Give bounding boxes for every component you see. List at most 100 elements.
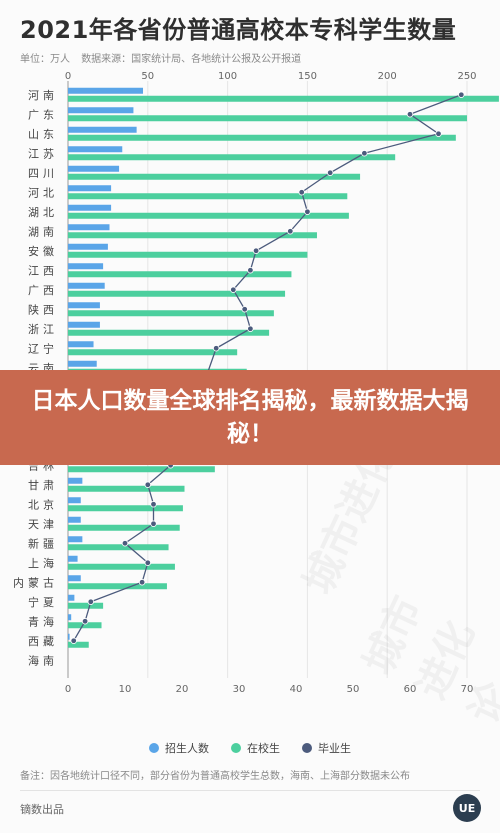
brand-label: 镝数出品 bbox=[20, 803, 64, 816]
current-bar bbox=[68, 271, 292, 278]
unit-label: 单位：万人 bbox=[20, 54, 70, 65]
graduate-point bbox=[150, 520, 157, 527]
enroll-bar bbox=[68, 555, 78, 562]
legend-item-enroll: 招生人数 bbox=[149, 740, 209, 756]
enroll-bar bbox=[68, 243, 108, 250]
category-label: 山东 bbox=[28, 128, 58, 141]
graduate-point bbox=[212, 345, 220, 352]
graduate-point bbox=[304, 208, 311, 215]
bottom-tick-label: 60 bbox=[404, 684, 417, 695]
enroll-bar bbox=[68, 633, 70, 640]
top-tick-label: 250 bbox=[457, 71, 476, 82]
category-label: 新疆 bbox=[28, 536, 58, 550]
category-label: 海南 bbox=[28, 653, 58, 667]
legend-dot-icon bbox=[231, 743, 241, 753]
enroll-bar bbox=[68, 185, 112, 192]
bottom-tick-label: 40 bbox=[290, 684, 303, 695]
brand-logo-icon: UE bbox=[453, 794, 481, 822]
graduate-point bbox=[241, 306, 248, 313]
bottom-tick-label: 50 bbox=[347, 684, 360, 695]
legend-label: 毕业生 bbox=[318, 742, 351, 755]
current-bar bbox=[68, 115, 467, 122]
graduate-point bbox=[287, 228, 294, 235]
enroll-bar bbox=[68, 477, 83, 484]
category-label: 河南 bbox=[28, 89, 58, 102]
current-bar bbox=[68, 154, 396, 161]
bottom-tick-label: 20 bbox=[176, 684, 189, 695]
current-bar bbox=[68, 232, 317, 239]
category-label: 北京 bbox=[28, 497, 58, 511]
current-bar bbox=[68, 349, 238, 356]
top-tick-label: 50 bbox=[141, 71, 154, 82]
top-tick-label: 100 bbox=[218, 71, 237, 82]
footer-divider bbox=[20, 790, 480, 791]
category-label: 河北 bbox=[28, 186, 58, 199]
current-bar bbox=[68, 193, 348, 200]
graduate-point bbox=[247, 267, 254, 274]
category-label: 宁夏 bbox=[28, 595, 58, 609]
bottom-tick-label: 70 bbox=[461, 684, 474, 695]
category-label: 青海 bbox=[28, 614, 58, 628]
enroll-bar bbox=[68, 497, 81, 504]
current-bar bbox=[68, 622, 102, 629]
current-bar bbox=[68, 310, 274, 317]
enroll-bar bbox=[68, 614, 72, 621]
bottom-tick-label: 30 bbox=[233, 684, 246, 695]
enroll-bar bbox=[68, 594, 75, 601]
graduate-point bbox=[138, 579, 146, 586]
current-bar bbox=[68, 563, 175, 570]
bottom-tick-label: 0 bbox=[65, 684, 71, 695]
enroll-bar bbox=[68, 87, 144, 94]
category-label: 辽宁 bbox=[28, 341, 58, 355]
current-bar bbox=[68, 95, 499, 102]
enroll-bar bbox=[68, 165, 120, 172]
category-label: 上海 bbox=[28, 556, 58, 570]
category-label: 广西 bbox=[28, 284, 58, 297]
legend-dot-icon bbox=[149, 743, 159, 753]
graduate-point bbox=[247, 325, 254, 332]
source-label: 数据来源：国家统计局、各地统计公报及公开报道 bbox=[81, 54, 302, 65]
category-label: 湖南 bbox=[28, 225, 58, 238]
graduate-point bbox=[435, 130, 442, 137]
enroll-bar bbox=[68, 536, 83, 543]
enroll-bar bbox=[68, 282, 105, 289]
graduate-point bbox=[361, 150, 368, 157]
enroll-bar bbox=[68, 360, 97, 367]
category-label: 内蒙古 bbox=[13, 575, 58, 589]
current-bar bbox=[68, 485, 185, 492]
category-label: 江苏 bbox=[28, 147, 58, 160]
footnote: 备注：因各地统计口径不同，部分省份为普通高校学生总数，海南、上海部分数据未公布 bbox=[20, 771, 410, 782]
graduate-point bbox=[458, 91, 465, 98]
legend-item-current: 在校生 bbox=[231, 740, 280, 756]
bottom-tick-label: 10 bbox=[119, 684, 132, 695]
category-label: 西藏 bbox=[28, 635, 58, 648]
graduate-point bbox=[327, 169, 334, 176]
top-tick-label: 150 bbox=[298, 71, 317, 82]
chart-meta: 单位：万人 数据来源：国家统计局、各地统计公报及公开报道 bbox=[20, 50, 309, 65]
category-label: 天津 bbox=[28, 518, 58, 531]
enroll-bar bbox=[68, 321, 100, 328]
graduate-point bbox=[150, 501, 157, 508]
current-bar bbox=[68, 466, 215, 473]
legend-item-graduate: 毕业生 bbox=[302, 740, 351, 756]
enroll-bar bbox=[68, 107, 134, 114]
current-bar bbox=[68, 329, 270, 336]
current-bar bbox=[68, 290, 286, 297]
enroll-bar bbox=[68, 204, 112, 211]
category-label: 湖北 bbox=[28, 206, 58, 219]
graduate-point bbox=[81, 618, 89, 625]
graduate-point bbox=[298, 189, 305, 196]
graduate-point bbox=[144, 481, 151, 488]
category-label: 浙江 bbox=[28, 323, 58, 336]
top-tick-label: 0 bbox=[65, 71, 71, 82]
current-bar bbox=[68, 602, 104, 609]
current-bar bbox=[68, 173, 361, 180]
graduate-point bbox=[252, 247, 260, 254]
enroll-bar bbox=[68, 302, 100, 309]
current-bar bbox=[68, 505, 183, 512]
current-bar bbox=[68, 212, 349, 219]
chart-legend: 招生人数 在校生 毕业生 bbox=[0, 740, 500, 756]
enroll-bar bbox=[68, 224, 110, 231]
graduate-point bbox=[70, 637, 77, 644]
legend-label: 在校生 bbox=[247, 742, 280, 755]
